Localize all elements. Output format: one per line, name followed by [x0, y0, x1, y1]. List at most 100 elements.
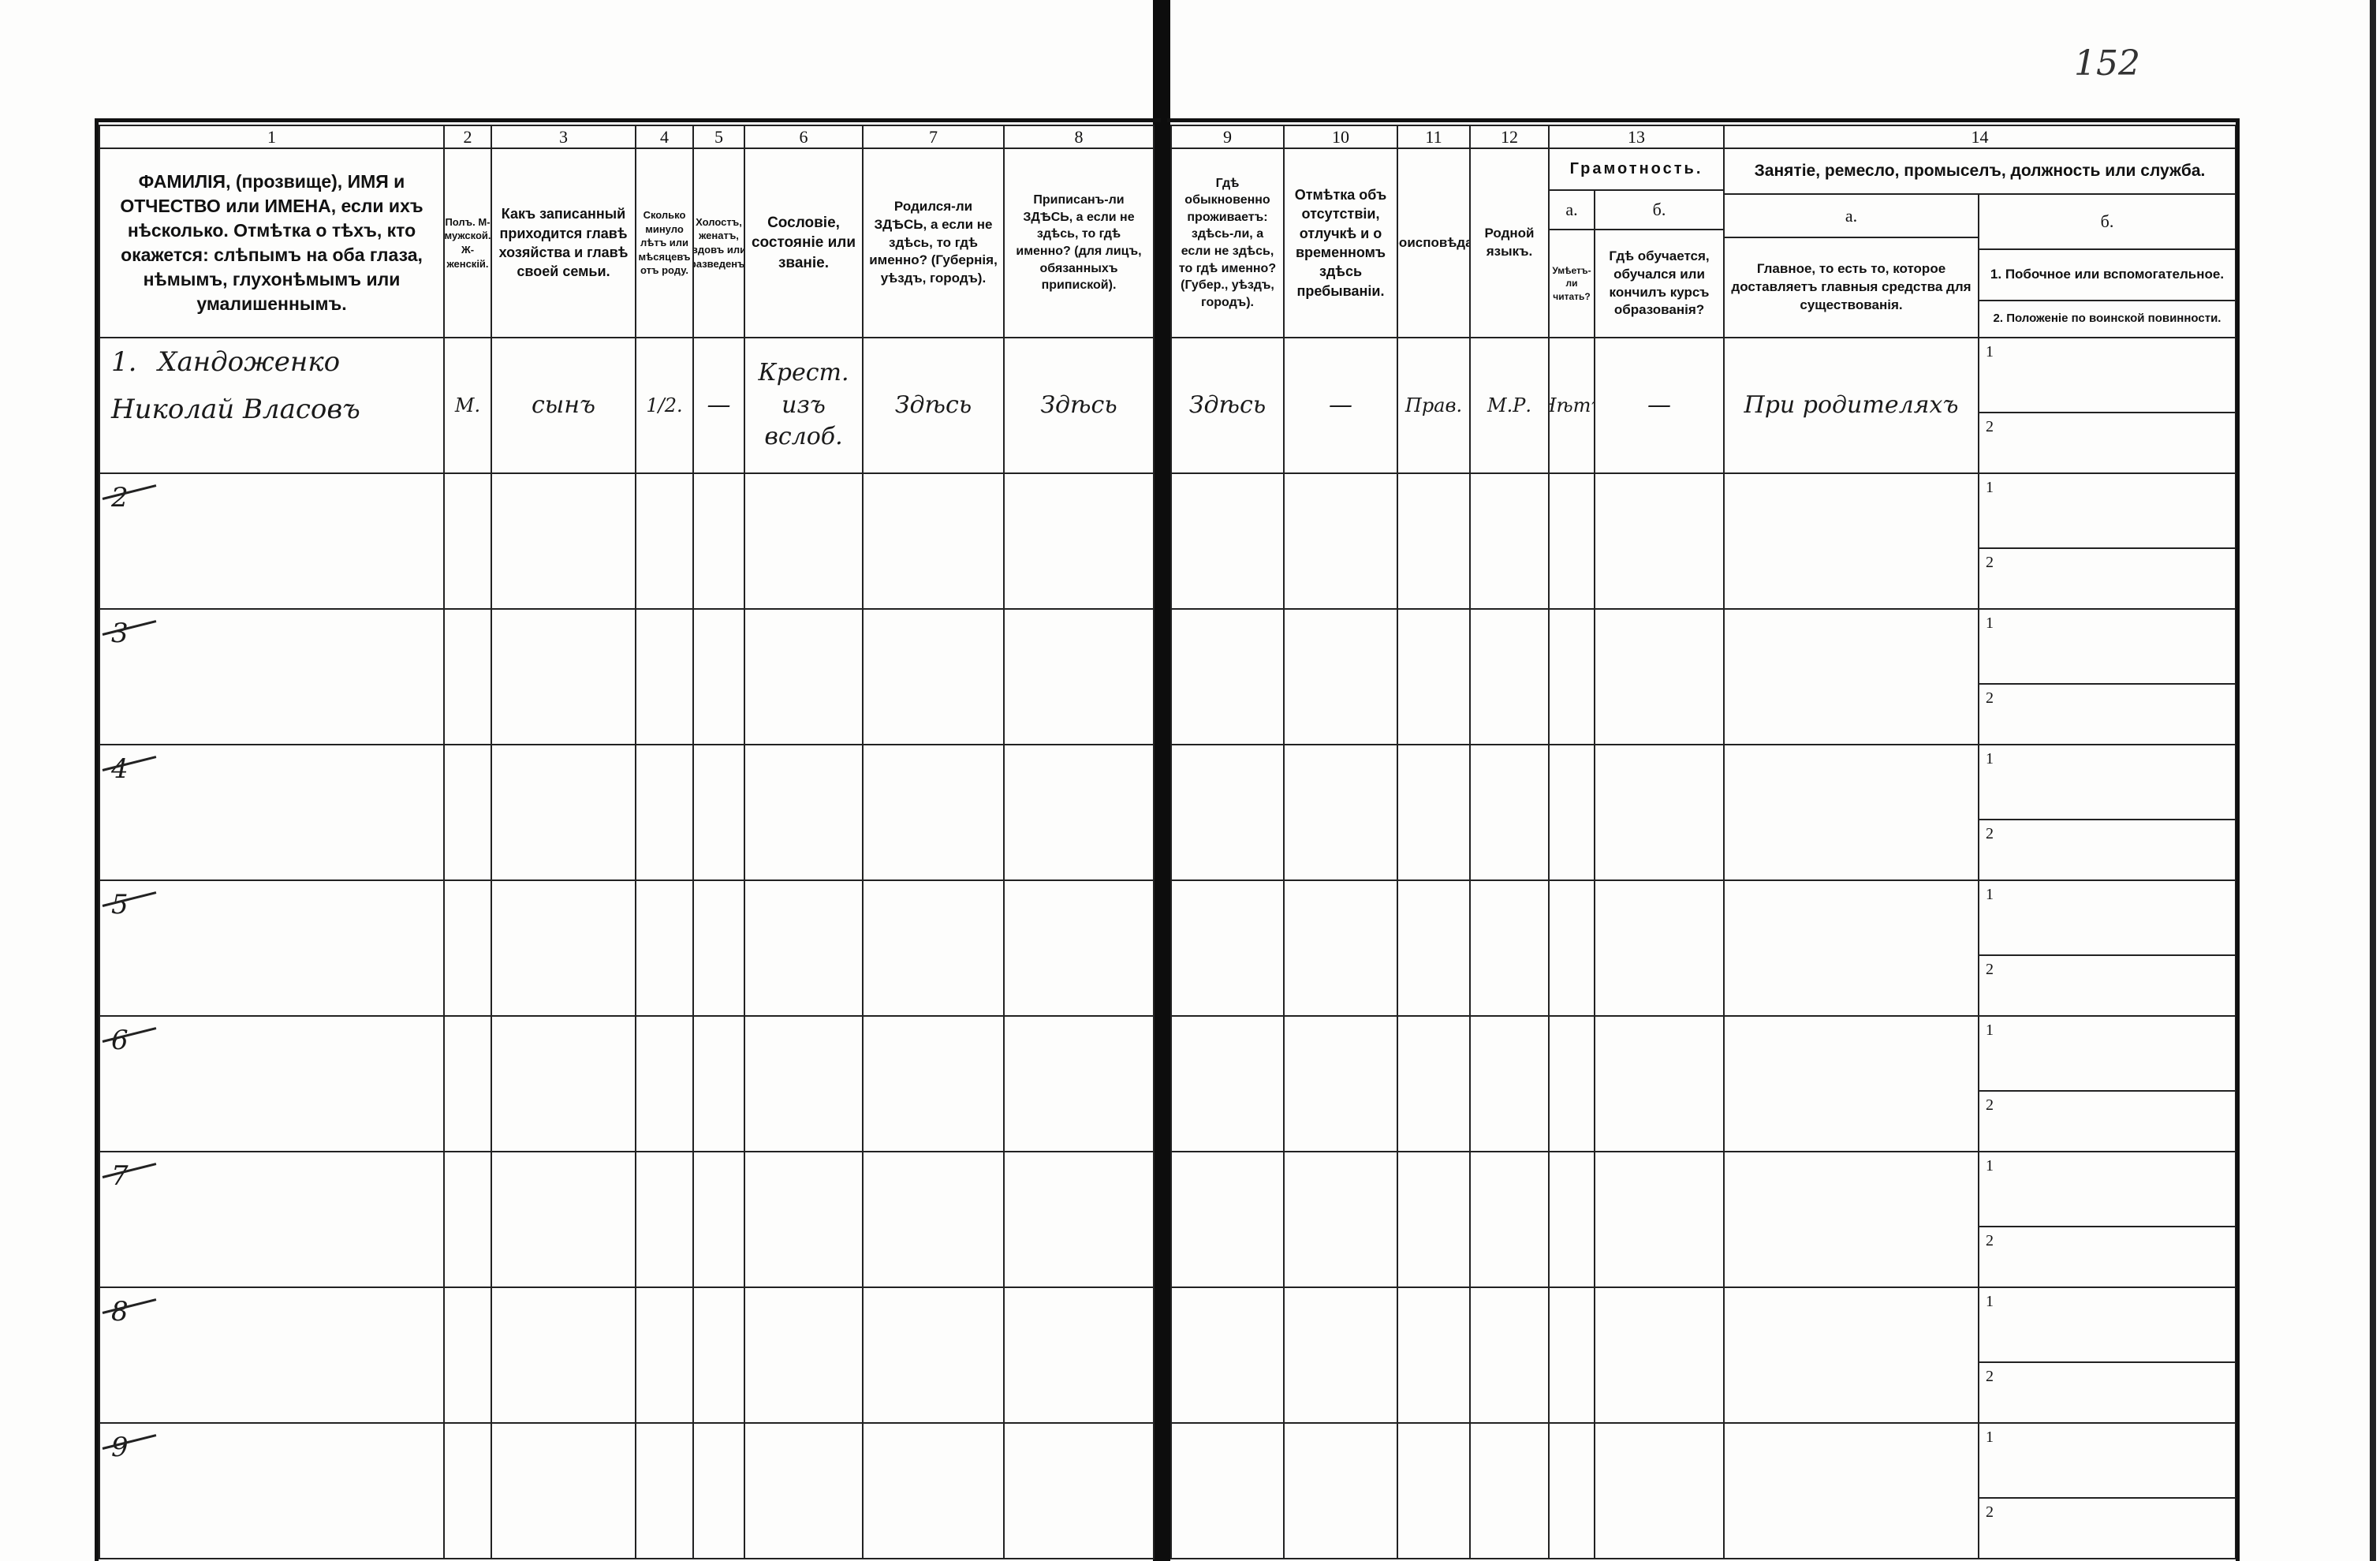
column-number-c3: 3	[491, 125, 636, 149]
cell-residence: Здѣсь	[1170, 337, 1285, 474]
page-number: 152	[2074, 43, 2140, 84]
cell-sex	[443, 472, 492, 610]
name-cell: 3	[99, 608, 445, 745]
cell-age	[635, 879, 694, 1017]
cell-relation	[491, 744, 636, 881]
cell-religion	[1397, 1287, 1471, 1424]
cell-occupation-main	[1723, 472, 1979, 610]
cell-absence	[1283, 1287, 1398, 1424]
sub-row-2: 2	[1978, 954, 2236, 1017]
name-cell: 5	[99, 879, 445, 1017]
column-header-c5: Холостъ, женатъ, вдовъ или разведенъ.	[692, 148, 745, 338]
cell-religion	[1397, 1151, 1471, 1288]
cell-age	[635, 1015, 694, 1152]
cell-birthplace	[862, 744, 1005, 881]
cell-absence	[1283, 472, 1398, 610]
cell-language	[1469, 608, 1550, 745]
cell-marital	[692, 608, 745, 745]
cell-estate	[744, 879, 864, 1017]
cell-can-read	[1548, 608, 1595, 745]
cell-estate: Крест. изъ вслоб.	[744, 337, 864, 474]
cell-registered	[1003, 1015, 1155, 1152]
sub-row-2-label: 2	[1986, 554, 1994, 571]
cell-occupation-main: При родителяхъ	[1723, 337, 1979, 474]
cell-relation	[491, 608, 636, 745]
sub-row-1-label: 1	[1986, 614, 1994, 632]
cell-religion	[1397, 1422, 1471, 1559]
sub-row-1: 1	[1978, 472, 2236, 549]
sub-row-1: 1	[1978, 608, 2236, 685]
cell-language	[1469, 1151, 1550, 1288]
column-header-c14b1: 1. Побочное или вспомогательное.	[1978, 248, 2236, 301]
sub-row-1: 1	[1978, 1287, 2236, 1363]
column-header-c14a: Главное, то есть то, которое доставляетъ…	[1723, 237, 1979, 338]
cell-marital	[692, 1422, 745, 1559]
page-edge	[2370, 0, 2376, 1561]
cell-registered	[1003, 1287, 1155, 1424]
cell-marital	[692, 1287, 745, 1424]
cell-birthplace	[862, 1287, 1005, 1424]
cell-occupation-main	[1723, 879, 1979, 1017]
cell-relation	[491, 1015, 636, 1152]
cell-age	[635, 472, 694, 610]
column-number-c2: 2	[443, 125, 492, 149]
cell-residence	[1170, 1287, 1285, 1424]
cell-absence	[1283, 1151, 1398, 1288]
name-cell: 9	[99, 1422, 445, 1559]
cell-registered	[1003, 608, 1155, 745]
sub-row-2-label: 2	[1986, 689, 1994, 707]
cell-occupation-main	[1723, 1151, 1979, 1288]
column-header-c14b2: 2. Положеніе по воинской повинности.	[1978, 300, 2236, 338]
cell-occupation-main	[1723, 744, 1979, 881]
cell-estate	[744, 608, 864, 745]
sub-row-2-label: 2	[1986, 418, 1994, 435]
column-c14b-label: б.	[1978, 193, 2236, 250]
name-cell: 4	[99, 744, 445, 881]
cell-relation: сынъ	[491, 337, 636, 474]
sub-row-1-label: 1	[1986, 1428, 1994, 1446]
cell-relation	[491, 1422, 636, 1559]
column-header-c14-title: Занятіе, ремесло, промыселъ, должность и…	[1723, 148, 2236, 195]
cell-language: М.Р.	[1469, 337, 1550, 474]
cell-sex	[443, 608, 492, 745]
cell-estate	[744, 472, 864, 610]
sub-row-2: 2	[1978, 547, 2236, 610]
cell-age	[635, 608, 694, 745]
column-number-c8: 8	[1003, 125, 1155, 149]
cell-relation	[491, 1151, 636, 1288]
cell-residence	[1170, 608, 1285, 745]
cell-education	[1594, 744, 1725, 881]
cell-occupation-main	[1723, 608, 1979, 745]
column-number-c7: 7	[862, 125, 1005, 149]
cell-sex	[443, 879, 492, 1017]
column-number-c5: 5	[692, 125, 745, 149]
cell-absence	[1283, 1015, 1398, 1152]
cell-absence	[1283, 879, 1398, 1017]
sub-row-1-label: 1	[1986, 1293, 1994, 1310]
cell-birthplace	[862, 472, 1005, 610]
cell-birthplace	[862, 1015, 1005, 1152]
column-header-c1: ФАМИЛІЯ, (прозвище), ИМЯ и ОТЧЕСТВО или …	[99, 148, 445, 338]
cell-birthplace	[862, 1422, 1005, 1559]
cell-registered	[1003, 472, 1155, 610]
cell-marital	[692, 1015, 745, 1152]
cell-education	[1594, 879, 1725, 1017]
cell-residence	[1170, 879, 1285, 1017]
cell-estate	[744, 1151, 864, 1288]
cell-can-read	[1548, 1422, 1595, 1559]
cell-language	[1469, 1422, 1550, 1559]
column-number-c11: 11	[1397, 125, 1471, 149]
sub-row-2: 2	[1978, 412, 2236, 474]
sub-row-1-label: 1	[1986, 750, 1994, 767]
column-number-c14: 14	[1723, 125, 2236, 149]
cell-education	[1594, 1422, 1725, 1559]
cell-can-read: Нѣтъ	[1548, 337, 1595, 474]
row-number: 1	[111, 346, 129, 378]
column-header-c11: Вѣроисповѣданіе.	[1397, 148, 1471, 338]
cell-relation	[491, 879, 636, 1017]
name-cell: 2	[99, 472, 445, 610]
cell-absence: —	[1283, 337, 1398, 474]
cell-registered: Здѣсь	[1003, 337, 1155, 474]
column-header-c12: Родной языкъ.	[1469, 148, 1550, 338]
sub-row-1-label: 1	[1986, 479, 1994, 496]
